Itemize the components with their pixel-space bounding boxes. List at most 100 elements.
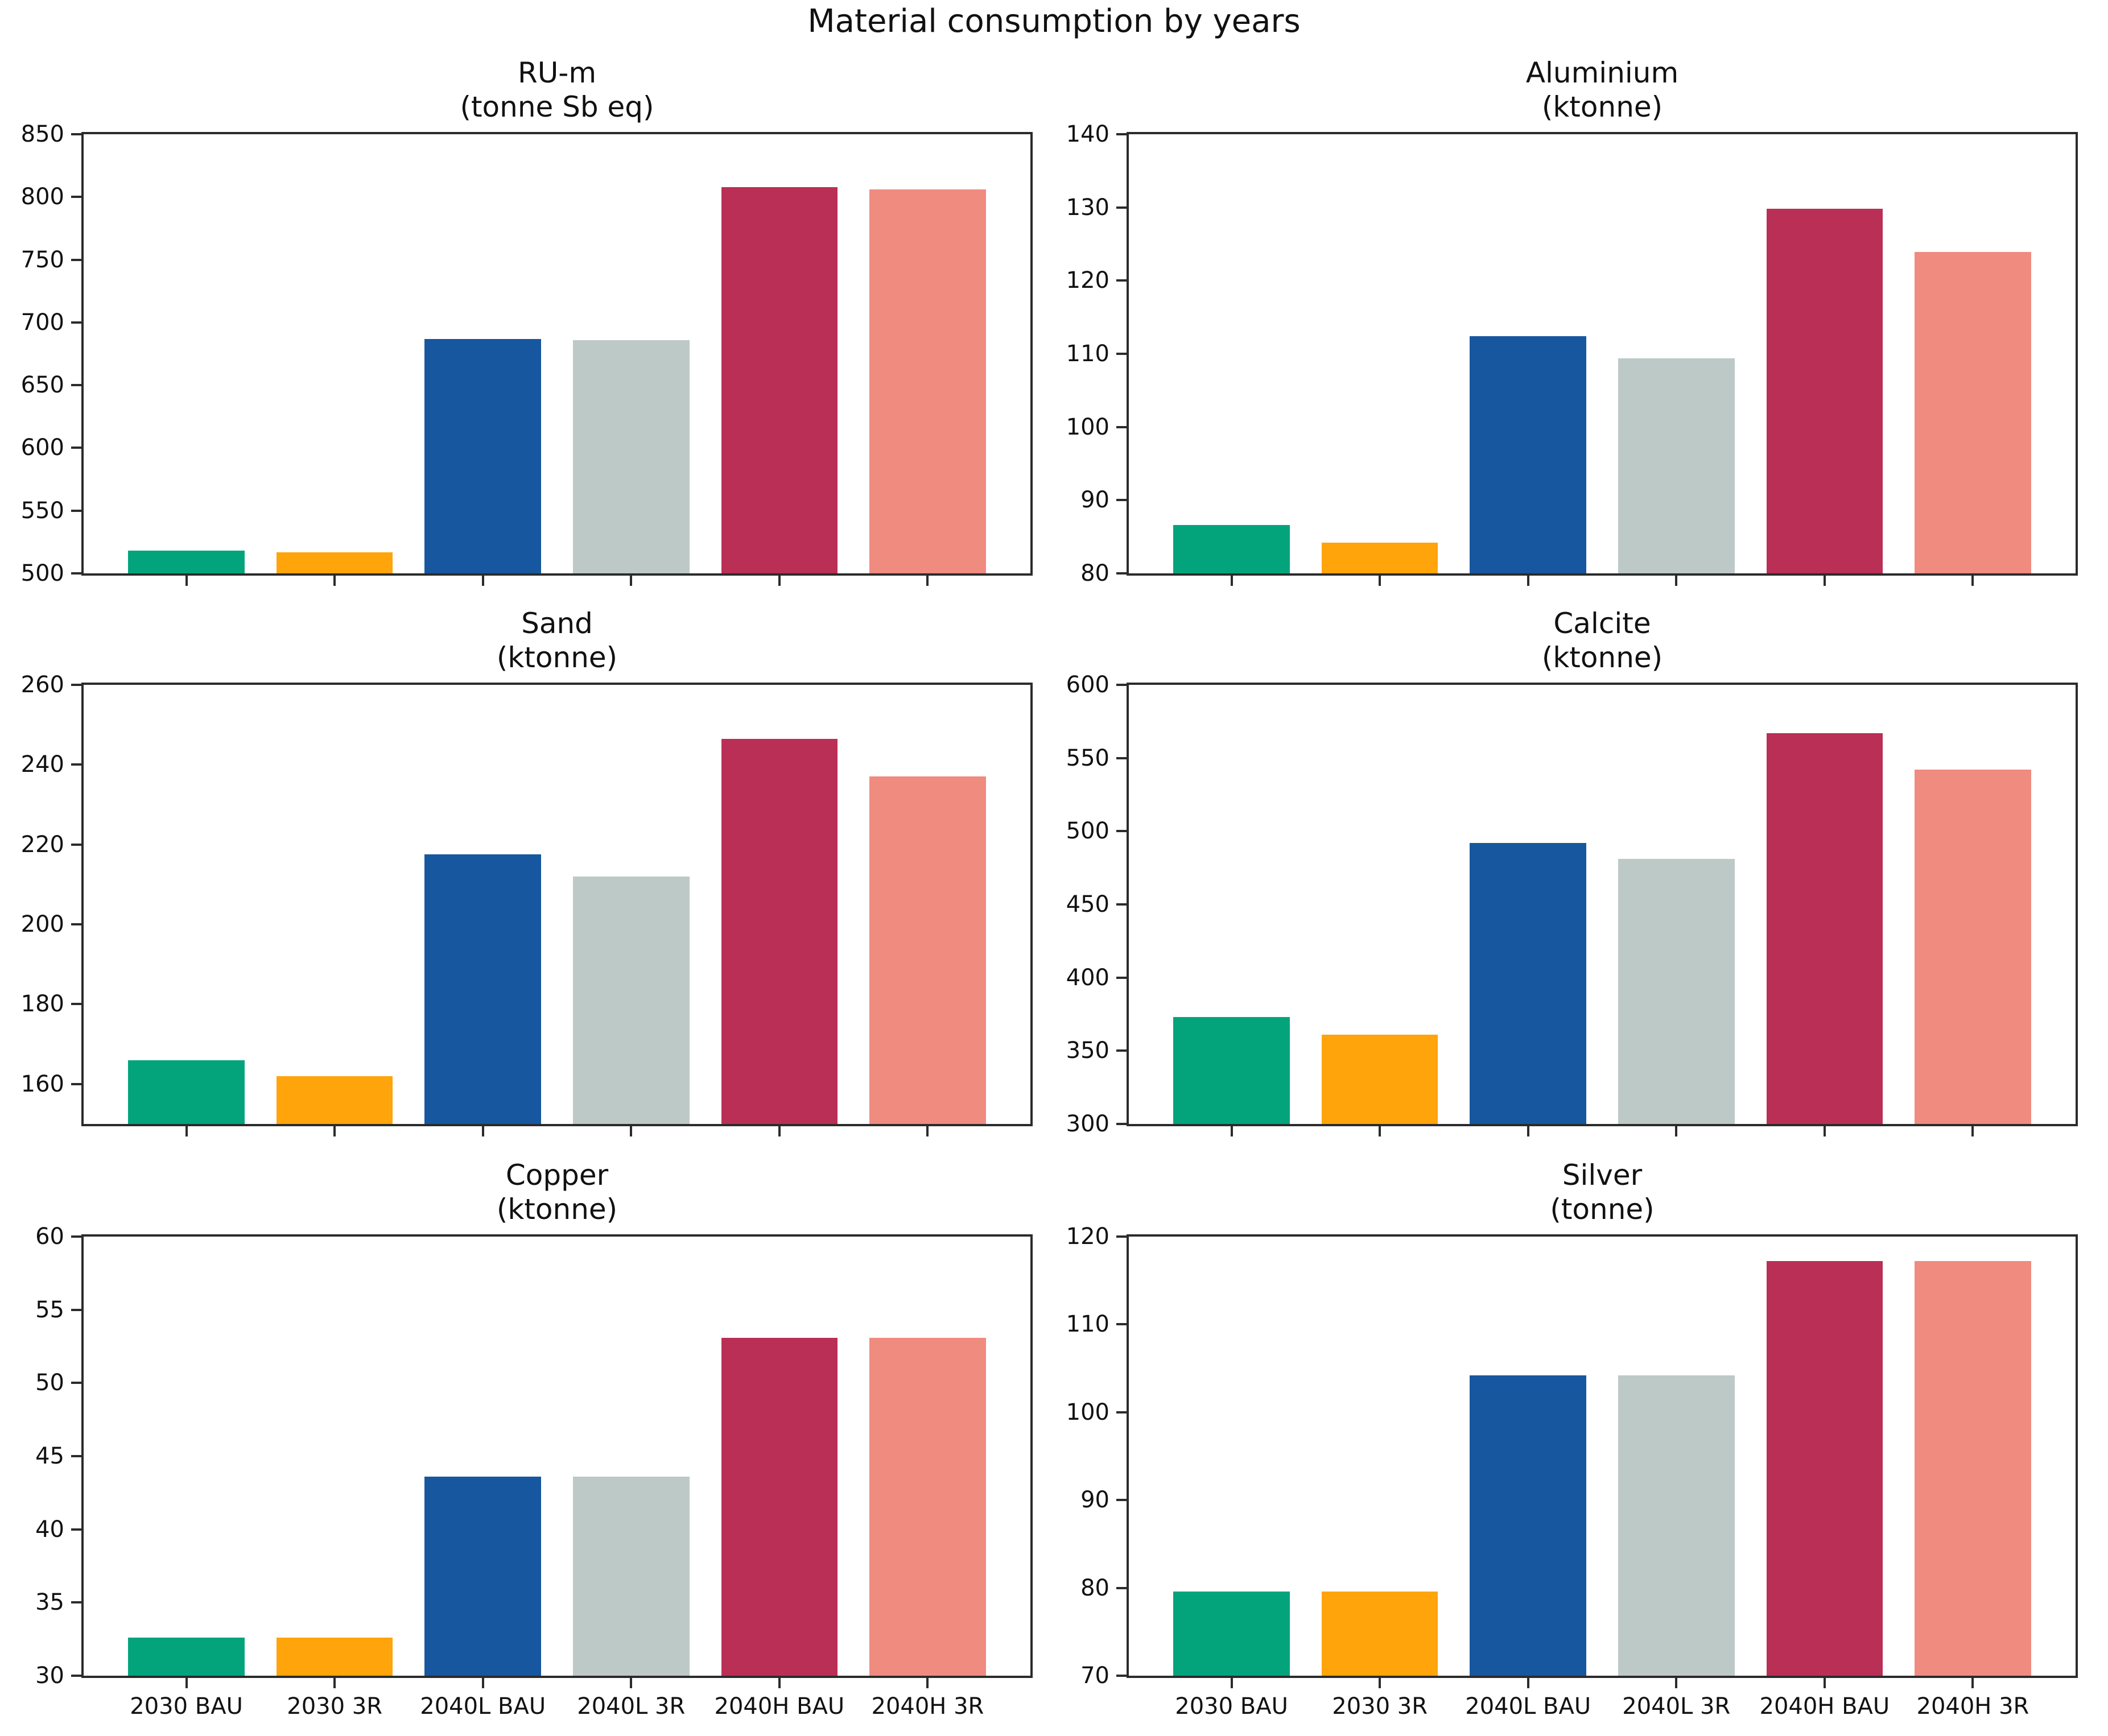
chart-title: Calcite (ktonne)	[1127, 606, 2078, 675]
y-tick-label: 40	[35, 1516, 64, 1543]
y-tick-label: 30	[35, 1663, 64, 1689]
x-tick-mark	[1230, 1126, 1233, 1136]
y-tick-label: 120	[1066, 1224, 1109, 1250]
y-tick-mark	[1116, 499, 1127, 502]
x-tick-mark	[1675, 576, 1678, 586]
y-tick-label: 240	[20, 751, 64, 778]
y-tick-mark	[71, 843, 81, 846]
chart-panel-ru-m: RU-m (tonne Sb eq) 500 550 600 650 700 750 800 85…	[21, 56, 1033, 586]
x-tick-mark	[1527, 1678, 1529, 1688]
bar-2040l-bau	[424, 854, 541, 1124]
chart-panel-sand: Sand (ktonne) 160 180 200 220 240 260	[21, 607, 1033, 1136]
bar-2030-3r	[1321, 1591, 1438, 1676]
x-tick-mark	[1379, 576, 1381, 586]
y-tick-label: 60	[35, 1224, 64, 1250]
bar-2030-3r	[276, 1076, 393, 1124]
bar-2030-3r	[276, 552, 393, 573]
x-tick-mark	[1675, 1126, 1678, 1136]
plot-area	[1129, 685, 2076, 1124]
x-tick-mark	[1527, 576, 1529, 586]
y-tick-label: 110	[1066, 341, 1109, 367]
chart-title-name: Silver	[1562, 1159, 1643, 1192]
y-tick-label: 750	[20, 246, 64, 273]
bar-2040l-bau	[1470, 842, 1586, 1124]
y-tick-label: 600	[1066, 672, 1109, 698]
y-tick-label: 100	[1066, 414, 1109, 440]
bar-2040l-bau	[1470, 336, 1586, 573]
chart-title-name: Calcite	[1553, 607, 1651, 640]
bar-2040l-bau	[1470, 1375, 1586, 1676]
bar-2040h-3r	[869, 1337, 986, 1676]
bar-2040h-bau	[721, 738, 838, 1124]
x-tick-mark	[1675, 1678, 1678, 1688]
y-tick-mark	[71, 1455, 81, 1457]
x-tick-mark	[926, 1126, 929, 1136]
y-tick-mark	[71, 258, 81, 261]
bar-2040l-3r	[573, 876, 690, 1124]
y-tick-mark	[71, 1601, 81, 1604]
y-tick-mark	[1116, 684, 1127, 686]
y-tick-mark	[1116, 1323, 1127, 1326]
y-tick-label: 180	[20, 991, 64, 1018]
plot-area	[84, 134, 1030, 573]
y-tick-label: 850	[20, 121, 64, 147]
chart-title: Silver (tonne)	[1127, 1158, 2078, 1226]
y-tick-mark	[71, 572, 81, 574]
x-tick-label: 2040L BAU	[1465, 1693, 1591, 1720]
x-tick-label: 2040L 3R	[1622, 1693, 1731, 1720]
x-tick-mark	[185, 576, 188, 586]
y-tick-mark	[71, 321, 81, 324]
chart-title-name: Copper	[505, 1159, 609, 1192]
y-tick-label: 55	[35, 1296, 64, 1323]
x-tick-mark	[778, 1126, 781, 1136]
bar-2040h-3r	[869, 776, 986, 1124]
bar-2030-3r	[276, 1638, 393, 1676]
bar-2040l-3r	[1618, 859, 1735, 1124]
y-tick-mark	[71, 196, 81, 199]
y-tick-label: 50	[35, 1370, 64, 1396]
bar-2030-bau	[128, 551, 245, 573]
x-tick-mark	[778, 576, 781, 586]
y-tick-label: 500	[20, 560, 64, 586]
y-tick-mark	[71, 763, 81, 766]
y-tick-mark	[71, 384, 81, 387]
plot-area	[1129, 134, 2076, 573]
x-tick-label: 2040H 3R	[871, 1693, 984, 1720]
y-tick-mark	[71, 447, 81, 449]
y-tick-label: 300	[1066, 1111, 1109, 1137]
y-tick-mark	[1116, 830, 1127, 833]
bar-2040h-bau	[1766, 1261, 1883, 1676]
bar-2030-bau	[128, 1638, 245, 1676]
x-tick-label: 2030 BAU	[1175, 1693, 1288, 1720]
y-tick-label: 100	[1066, 1399, 1109, 1425]
x-tick-mark	[1379, 1126, 1381, 1136]
y-tick-mark	[71, 1082, 81, 1085]
y-tick-mark	[71, 1382, 81, 1384]
y-tick-mark	[1116, 757, 1127, 759]
y-tick-label: 400	[1066, 964, 1109, 991]
x-tick-mark	[1230, 1678, 1233, 1688]
chart-title-unit: (tonne)	[1550, 1193, 1655, 1226]
x-tick-label: 2040H BAU	[1759, 1693, 1890, 1720]
chart-title-name: Aluminium	[1525, 56, 1679, 89]
y-tick-label: 350	[1066, 1038, 1109, 1064]
bar-2040h-3r	[1915, 252, 2031, 573]
chart-title: RU-m (tonne Sb eq)	[81, 56, 1033, 124]
bar-2040h-3r	[869, 189, 986, 573]
y-tick-label: 45	[35, 1443, 64, 1469]
y-tick-label: 90	[1080, 1487, 1109, 1514]
chart-title-unit: (ktonne)	[1541, 641, 1663, 674]
y-tick-label: 200	[20, 911, 64, 938]
y-tick-mark	[71, 1308, 81, 1311]
plot-area	[84, 685, 1030, 1124]
x-tick-label: 2030 3R	[287, 1693, 383, 1720]
y-tick-label: 160	[20, 1070, 64, 1097]
y-tick-mark	[1116, 1235, 1127, 1238]
x-tick-mark	[630, 1126, 633, 1136]
bar-2040h-bau	[1766, 733, 1883, 1124]
y-tick-label: 800	[20, 184, 64, 210]
chart-title-unit: (tonne Sb eq)	[460, 90, 654, 123]
y-tick-label: 550	[1066, 745, 1109, 771]
y-tick-mark	[1116, 353, 1127, 355]
